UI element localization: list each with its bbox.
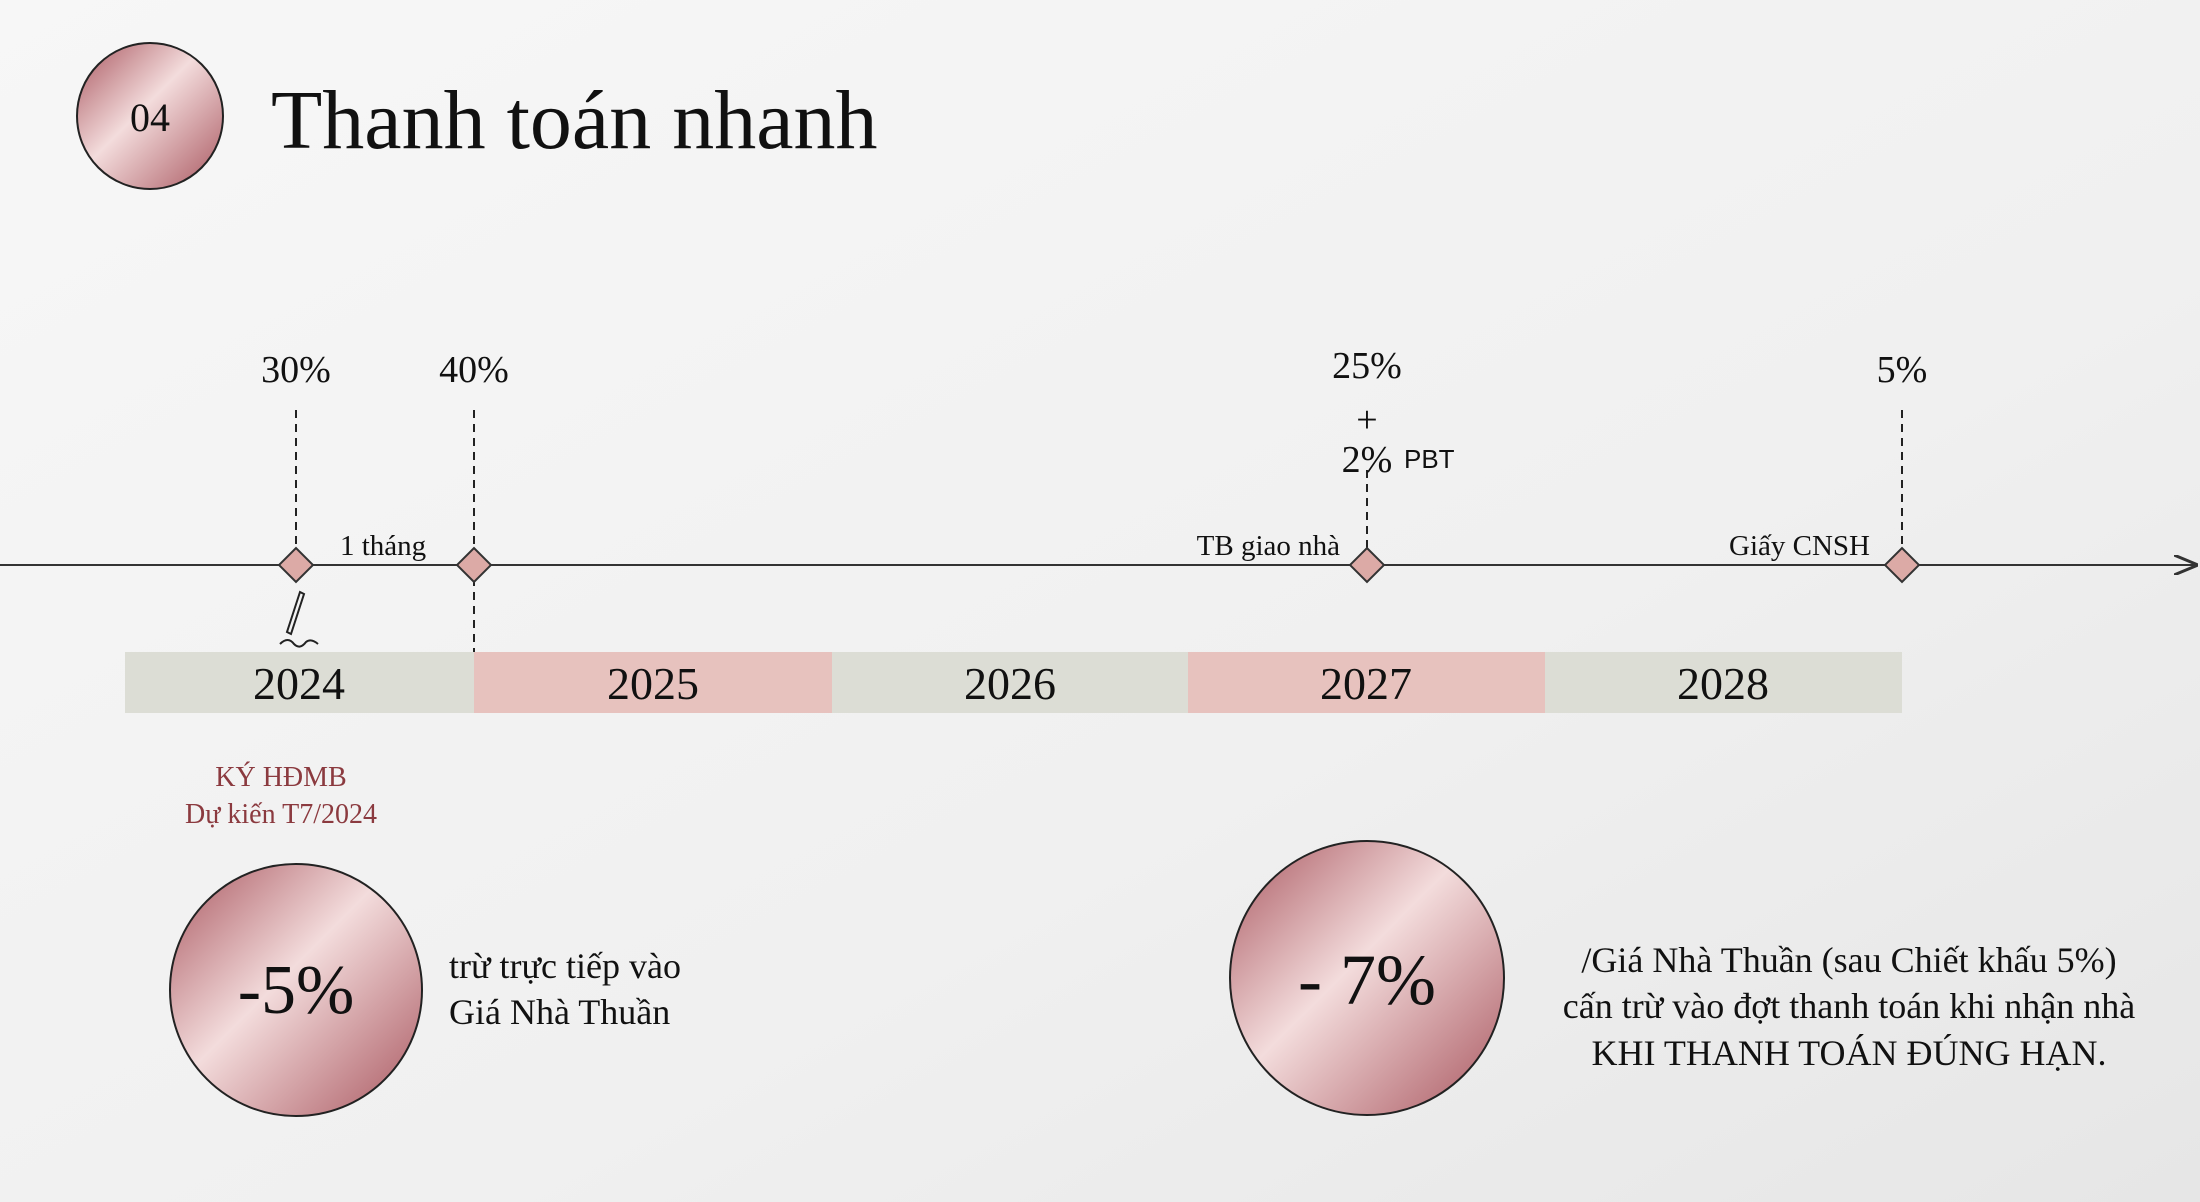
year-band	[125, 652, 474, 713]
year-band	[832, 652, 1188, 713]
milestone-extra-note: PBT	[1404, 444, 1455, 474]
year-label: 2028	[1677, 658, 1769, 709]
year-label: 2027	[1320, 658, 1412, 709]
milestone-label: Giấy CNSH	[1729, 530, 1870, 562]
year-label: 2024	[253, 658, 345, 709]
discount-text: trừ trực tiếp vào	[449, 946, 681, 986]
signing-title: KÝ HĐMB	[215, 762, 346, 793]
milestone-percent: 30%	[261, 349, 331, 391]
milestone-plus: +	[1356, 399, 1377, 441]
year-label: 2025	[607, 658, 699, 709]
milestone-percent: 25%	[1332, 345, 1402, 387]
milestone-diamond	[1883, 546, 1921, 584]
milestone-label: 1 tháng	[340, 530, 426, 562]
pen-icon	[279, 590, 319, 648]
milestone-diamond	[455, 546, 493, 584]
discount-circle	[169, 863, 423, 1117]
discount-text: cấn trừ vào đợt thanh toán khi nhận nhà	[1563, 986, 2135, 1026]
milestone-percent: 40%	[439, 349, 509, 391]
signing-date: Dự kiến T7/2024	[185, 799, 377, 830]
milestone-diamond	[1348, 546, 1386, 584]
milestone-extra: 2%	[1342, 439, 1393, 481]
year-band	[474, 652, 832, 713]
milestone-percent: 5%	[1877, 349, 1928, 391]
number-badge	[76, 42, 224, 190]
discount-value: - 7%	[1298, 940, 1436, 1020]
discount-text: /Giá Nhà Thuần (sau Chiết khấu 5%)	[1581, 940, 2116, 980]
badge-number: 04	[130, 95, 170, 140]
title: Thanh toán nhanh	[271, 74, 878, 167]
discount-value: -5%	[238, 952, 355, 1029]
year-label: 2026	[964, 658, 1056, 709]
discount-text: Giá Nhà Thuần	[449, 992, 670, 1032]
year-band	[1188, 652, 1545, 713]
milestone-label: TB giao nhà	[1197, 530, 1340, 562]
discount-circle	[1229, 840, 1505, 1116]
milestone-diamond	[277, 546, 315, 584]
discount-text: KHI THANH TOÁN ĐÚNG HẠN.	[1592, 1033, 2107, 1073]
year-band	[1545, 652, 1902, 713]
